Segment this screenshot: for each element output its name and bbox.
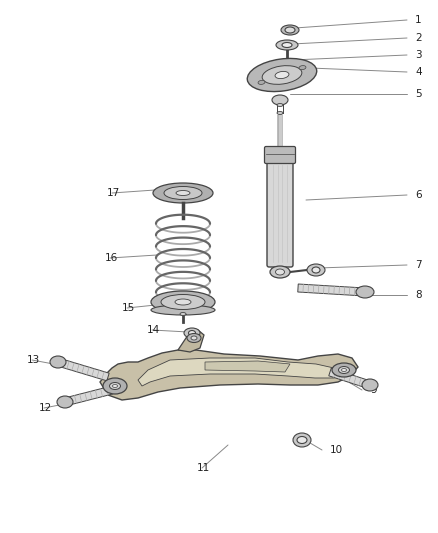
Polygon shape xyxy=(64,386,113,406)
Ellipse shape xyxy=(275,71,289,78)
Ellipse shape xyxy=(332,363,356,377)
Text: 3: 3 xyxy=(415,50,422,60)
FancyBboxPatch shape xyxy=(267,160,293,267)
Ellipse shape xyxy=(191,336,197,340)
Ellipse shape xyxy=(282,43,292,47)
Ellipse shape xyxy=(262,66,302,84)
Text: 7: 7 xyxy=(415,260,422,270)
Ellipse shape xyxy=(299,66,306,70)
Ellipse shape xyxy=(339,367,350,374)
Ellipse shape xyxy=(285,27,295,33)
Text: 17: 17 xyxy=(107,188,120,198)
Ellipse shape xyxy=(175,299,191,305)
Ellipse shape xyxy=(164,187,202,199)
Ellipse shape xyxy=(57,396,73,408)
Text: 8: 8 xyxy=(415,290,422,300)
Text: 10: 10 xyxy=(330,445,343,455)
Polygon shape xyxy=(138,358,340,386)
Ellipse shape xyxy=(342,368,346,372)
Ellipse shape xyxy=(293,433,311,447)
Ellipse shape xyxy=(176,190,190,196)
Ellipse shape xyxy=(161,295,205,310)
Ellipse shape xyxy=(277,103,283,107)
Polygon shape xyxy=(329,368,371,389)
Polygon shape xyxy=(100,350,358,400)
Ellipse shape xyxy=(110,383,120,390)
Ellipse shape xyxy=(184,328,200,338)
Text: 14: 14 xyxy=(147,325,160,335)
Ellipse shape xyxy=(153,183,213,203)
Ellipse shape xyxy=(312,267,320,273)
Text: 9: 9 xyxy=(370,385,377,395)
Text: 13: 13 xyxy=(27,355,40,365)
Ellipse shape xyxy=(270,266,290,278)
Ellipse shape xyxy=(297,437,307,443)
FancyBboxPatch shape xyxy=(265,147,296,164)
Ellipse shape xyxy=(151,305,215,315)
Polygon shape xyxy=(178,330,204,352)
Ellipse shape xyxy=(103,378,127,394)
Ellipse shape xyxy=(50,356,66,368)
Ellipse shape xyxy=(362,379,378,391)
Text: 1: 1 xyxy=(415,15,422,25)
Ellipse shape xyxy=(258,80,265,84)
Text: 16: 16 xyxy=(105,253,118,263)
Ellipse shape xyxy=(356,286,374,298)
Ellipse shape xyxy=(188,330,195,335)
Ellipse shape xyxy=(276,40,298,50)
Polygon shape xyxy=(205,361,290,372)
Text: 15: 15 xyxy=(122,303,135,313)
Ellipse shape xyxy=(247,59,317,92)
Ellipse shape xyxy=(272,95,288,105)
Polygon shape xyxy=(57,358,109,381)
Ellipse shape xyxy=(276,269,285,275)
Ellipse shape xyxy=(307,264,325,276)
Ellipse shape xyxy=(187,334,201,343)
Text: 12: 12 xyxy=(39,403,52,413)
Ellipse shape xyxy=(151,291,215,313)
Ellipse shape xyxy=(113,384,117,387)
Text: 6: 6 xyxy=(415,190,422,200)
Ellipse shape xyxy=(180,312,186,316)
Text: 5: 5 xyxy=(415,89,422,99)
Ellipse shape xyxy=(277,111,283,115)
Text: 11: 11 xyxy=(197,463,210,473)
Ellipse shape xyxy=(281,25,299,35)
Polygon shape xyxy=(298,284,365,296)
Text: 4: 4 xyxy=(415,67,422,77)
Text: 2: 2 xyxy=(415,33,422,43)
